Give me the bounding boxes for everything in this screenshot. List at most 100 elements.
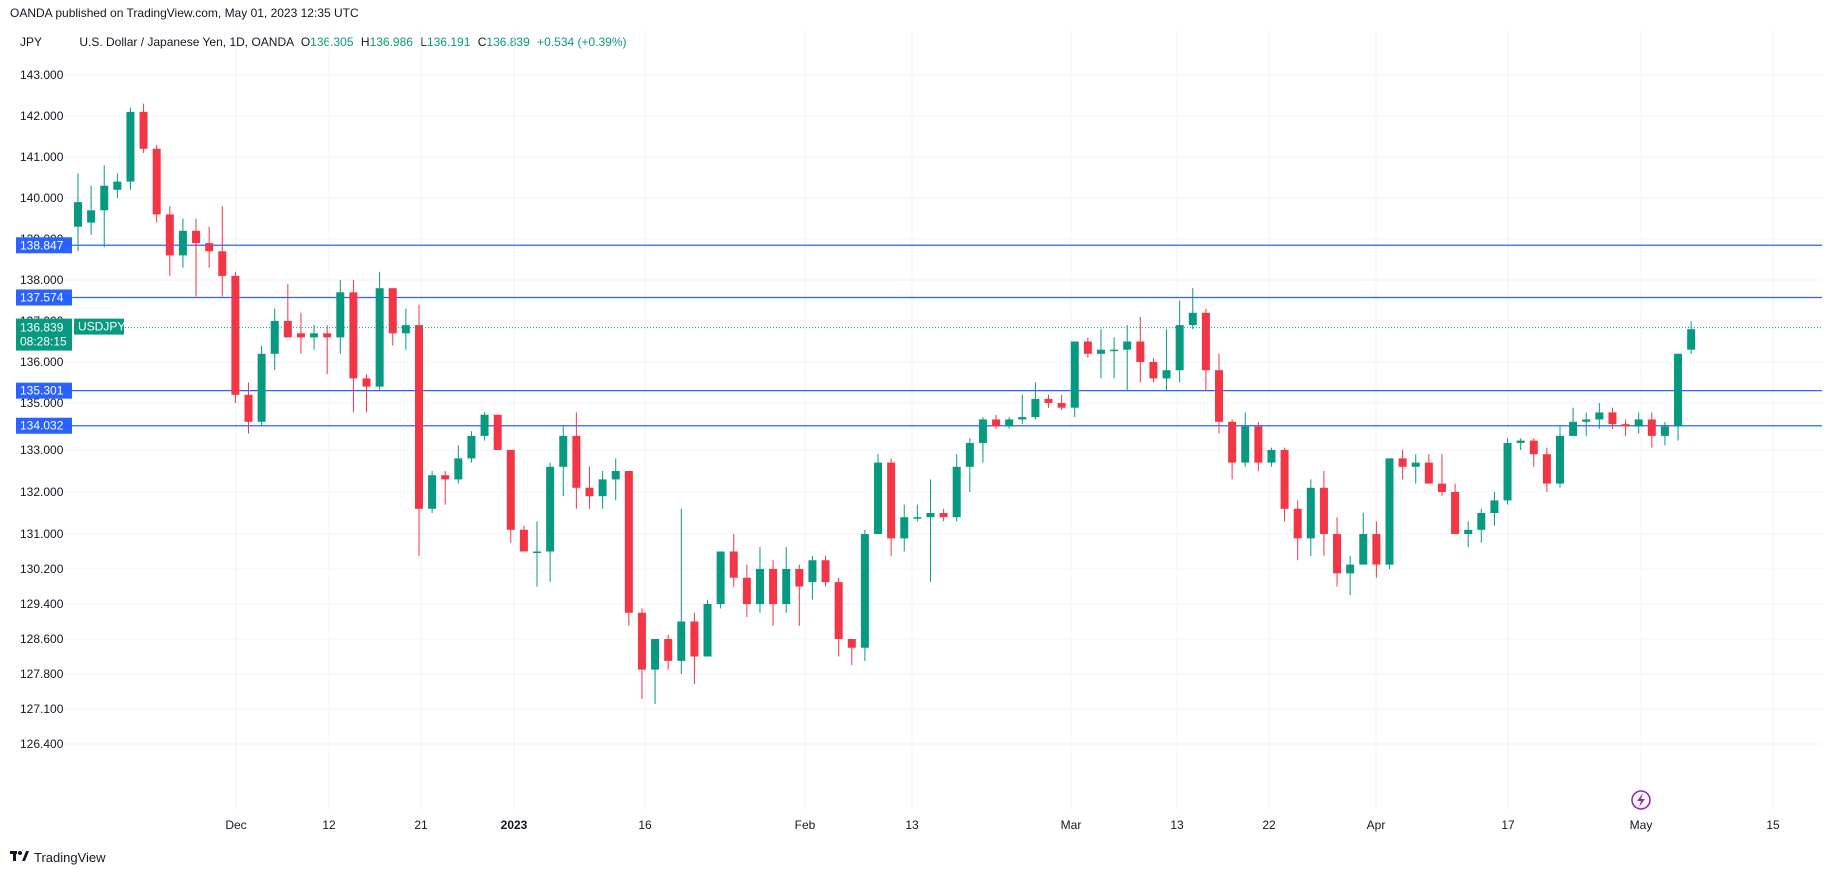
candle-body [729,551,738,578]
level-price-tag [16,417,72,434]
candle [336,280,345,354]
candle [1018,394,1027,425]
candle-body [296,333,305,338]
level-price-tag [16,237,72,254]
candle [428,471,437,513]
candle [1162,329,1171,391]
candle [349,280,358,413]
candle-body [231,275,240,395]
candle-body [1424,462,1433,484]
candle-body [1096,349,1105,354]
y-tick-label: 142.000 [20,109,64,123]
candle [1031,382,1040,420]
low-value: 136.191 [426,35,471,49]
candle [1595,403,1604,429]
candle-body [375,288,384,387]
candle [860,529,869,661]
candle-body [1136,341,1145,362]
x-axis-labels: Dec 12 21 2023 16 Feb 13 Mar 13 22 Apr 17 May 15 [225,818,1780,832]
lightning-icon [1631,790,1651,810]
candle-body [939,513,948,518]
candle-body [1044,398,1053,403]
candle-body [533,551,542,553]
footer-brand[interactable]: TradingView [10,849,106,866]
candle-body [887,462,896,539]
y-tick-label: 141.000 [20,150,64,164]
candle-body [310,333,319,338]
candle-body [336,292,345,338]
level-price-label: 138.847 [20,238,64,252]
currency-label: JPY [20,35,43,49]
candle [467,431,476,463]
candle [283,284,292,338]
candle [1660,421,1669,446]
candle-body [900,517,909,539]
candle-body [965,442,974,467]
candle-body [1123,341,1132,350]
candle-body [414,325,423,509]
candle-body [546,466,555,552]
candle-body [1215,370,1224,422]
candle [1359,513,1368,565]
candle-body [428,475,437,509]
candle-body [808,560,817,583]
candle [1634,412,1643,434]
y-tick-label: 127.800 [20,667,64,681]
candle [1569,407,1578,436]
x-tick-label: 13 [905,818,919,832]
candle-body [703,604,712,657]
candle [1319,471,1328,556]
x-tick-label: Apr [1367,818,1386,832]
y-tick-label: 129.400 [20,597,64,611]
candle [847,639,856,666]
candle-body [1464,529,1473,534]
candle-body [519,529,528,552]
grid-lines [65,30,1822,810]
candle [913,504,922,522]
candle [74,173,82,252]
candle-body [585,487,594,497]
candle [598,471,607,509]
candle [87,185,96,235]
candle [900,504,909,552]
candle [362,374,371,413]
candle [1228,419,1237,480]
y-axis-labels: 143.000142.000141.000140.000139.000138.0… [20,68,64,751]
candle [257,345,266,427]
candle-body [651,639,660,670]
candle-body [1346,564,1355,574]
symbol-header: JPY U.S. Dollar / Japanese Yen, 1D, OAND… [20,35,627,49]
y-tick-label: 126.400 [20,737,64,751]
candle-body [821,560,830,583]
candle-body [1595,412,1604,420]
candle-body [611,471,620,480]
candle [533,521,542,587]
candle [310,325,319,350]
y-tick-label: 128.600 [20,632,64,646]
current-price-label: 136.839 [20,321,64,335]
candle [874,454,883,534]
candle [1149,357,1158,383]
candle-body [506,450,515,530]
y-tick-label: 138.000 [20,273,64,287]
y-tick-label: 130.200 [20,562,64,576]
close-label: C [477,35,487,49]
candle [729,534,738,587]
candle-body [1031,398,1040,418]
candle [755,547,764,613]
candle [965,438,974,492]
candle-body [847,639,856,648]
candle [572,412,581,509]
lightning-icon-ring [1631,790,1651,810]
candle [782,547,791,613]
candle-body [454,458,463,480]
candle [1188,288,1197,330]
publisher-line: OANDA published on TradingView.com, May … [10,6,359,20]
candle-body [1555,435,1564,484]
candle [651,639,660,704]
candle [454,445,463,484]
candle-body [1411,462,1420,467]
candle-body [139,111,148,149]
